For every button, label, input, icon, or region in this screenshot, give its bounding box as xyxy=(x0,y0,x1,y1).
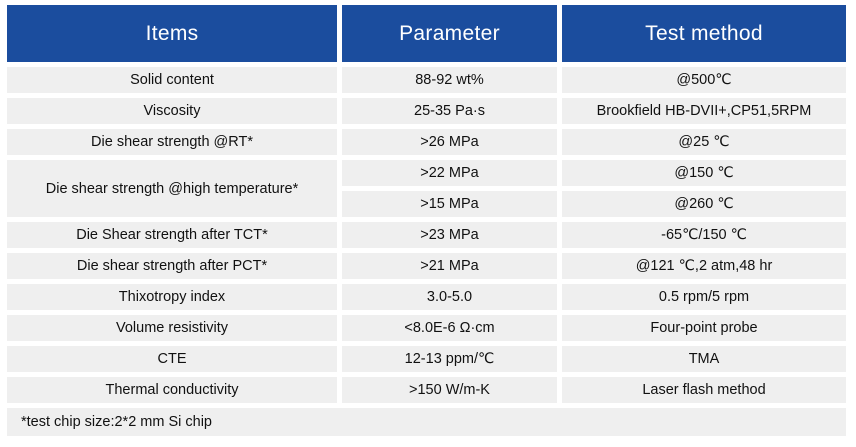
item-cell: CTE xyxy=(7,346,337,372)
spec-table: Items Parameter Test method Solid conten… xyxy=(2,0,851,441)
table-row: CTE 12-13 ppm/℃ TMA xyxy=(7,346,846,372)
test-method-cell: -65℃/150 ℃ xyxy=(562,222,846,248)
test-method-cell: @150 ℃ xyxy=(562,160,846,186)
test-method-cell: Brookfield HB-DVII+,CP51,5RPM xyxy=(562,98,846,124)
parameter-cell: >150 W/m-K xyxy=(342,377,557,403)
item-cell: Die shear strength after PCT* xyxy=(7,253,337,279)
table-row: Die Shear strength after TCT* >23 MPa -65℃… xyxy=(7,222,846,248)
table-row: Thixotropy index 3.0-5.0 0.5 rpm/5 rpm xyxy=(7,284,846,310)
item-cell: Thixotropy index xyxy=(7,284,337,310)
parameter-cell: 12-13 ppm/℃ xyxy=(342,346,557,372)
parameter-cell: 88-92 wt% xyxy=(342,67,557,93)
footnote: *test chip size:2*2 mm Si chip xyxy=(7,408,846,436)
item-cell: Die Shear strength after TCT* xyxy=(7,222,337,248)
table-row: Thermal conductivity >150 W/m-K Laser flas… xyxy=(7,377,846,403)
test-method-cell: Laser flash method xyxy=(562,377,846,403)
parameter-cell: >23 MPa xyxy=(342,222,557,248)
item-cell: Die shear strength @high temperature* xyxy=(7,160,337,217)
table-row: Die shear strength after PCT* >21 MPa @121… xyxy=(7,253,846,279)
test-method-cell: @25 ℃ xyxy=(562,129,846,155)
header-row: Items Parameter Test method xyxy=(7,5,846,62)
parameter-cell: >26 MPa xyxy=(342,129,557,155)
table-row: Die shear strength @RT* >26 MPa @25 ℃ xyxy=(7,129,846,155)
footnote-row: *test chip size:2*2 mm Si chip xyxy=(7,408,846,436)
table-row: Viscosity 25-35 Pa·s Brookfield HB-DVII+,C… xyxy=(7,98,846,124)
header-items: Items xyxy=(7,5,337,62)
parameter-cell: >21 MPa xyxy=(342,253,557,279)
spec-table-body: Solid content 88-92 wt% @500℃ Viscosity 25-3… xyxy=(7,67,846,403)
header-test-method: Test method xyxy=(562,5,846,62)
test-method-cell: @260 ℃ xyxy=(562,191,846,217)
parameter-cell: >15 MPa xyxy=(342,191,557,217)
header-parameter: Parameter xyxy=(342,5,557,62)
test-method-cell: TMA xyxy=(562,346,846,372)
table-row: >15 MPa @260 ℃ xyxy=(7,191,846,217)
test-method-cell: 0.5 rpm/5 rpm xyxy=(562,284,846,310)
test-method-cell: Four-point probe xyxy=(562,315,846,341)
item-cell: Die shear strength @RT* xyxy=(7,129,337,155)
table-row: Solid content 88-92 wt% @500℃ xyxy=(7,67,846,93)
table-row: Volume resistivity <8.0E-6 Ω·cm Four-point… xyxy=(7,315,846,341)
item-cell: Volume resistivity xyxy=(7,315,337,341)
parameter-cell: <8.0E-6 Ω·cm xyxy=(342,315,557,341)
test-method-cell: @121 ℃,2 atm,48 hr xyxy=(562,253,846,279)
item-cell: Viscosity xyxy=(7,98,337,124)
parameter-cell: 25-35 Pa·s xyxy=(342,98,557,124)
parameter-cell: 3.0-5.0 xyxy=(342,284,557,310)
parameter-cell: >22 MPa xyxy=(342,160,557,186)
item-cell: Thermal conductivity xyxy=(7,377,337,403)
table-row: Die shear strength @high temperature* >22… xyxy=(7,160,846,217)
test-method-cell: @500℃ xyxy=(562,67,846,93)
item-cell: Solid content xyxy=(7,67,337,93)
